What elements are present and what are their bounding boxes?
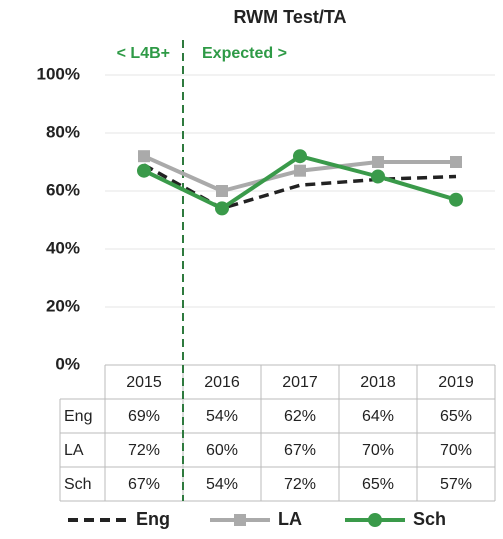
y-tick-label: 80%: [46, 122, 80, 141]
marker: [372, 156, 384, 168]
marker: [215, 201, 229, 216]
marker: [294, 164, 306, 177]
x-tick-label: 2015: [126, 374, 162, 391]
marker: [449, 192, 463, 207]
marker: [450, 156, 462, 168]
y-tick-label: 100%: [37, 64, 80, 83]
annotation: Expected >: [202, 45, 287, 62]
series-line: [143, 154, 457, 211]
table-cell: 54%: [206, 476, 238, 493]
y-tick-label: 20%: [46, 296, 80, 315]
table-cell: 60%: [206, 442, 238, 459]
table-cell: 57%: [440, 476, 472, 493]
x-tick-label: 2019: [438, 374, 474, 391]
table-cell: 62%: [284, 408, 316, 425]
x-tick-label: 2017: [282, 374, 318, 391]
marker: [293, 149, 307, 164]
table-cell: 67%: [128, 476, 160, 493]
marker: [216, 185, 228, 197]
legend-label: Sch: [413, 509, 446, 529]
marker: [371, 169, 385, 184]
table-row-label: Sch: [64, 476, 92, 493]
x-tick-label: 2016: [204, 374, 240, 391]
table-cell: 72%: [284, 476, 316, 493]
chart-title: RWM Test/TA: [234, 7, 347, 27]
table-cell: 70%: [362, 442, 394, 459]
legend-marker: [234, 514, 246, 526]
table-cell: 72%: [128, 442, 160, 459]
table-cell: 70%: [440, 442, 472, 459]
table-cell: 67%: [284, 442, 316, 459]
legend-label: LA: [278, 509, 302, 529]
table-cell: 54%: [206, 408, 238, 425]
marker: [138, 150, 150, 163]
table-cell: 69%: [128, 408, 160, 425]
table-cell: 64%: [362, 408, 394, 425]
marker: [137, 163, 151, 178]
y-tick-label: 40%: [46, 238, 80, 257]
x-tick-label: 2018: [360, 374, 396, 391]
table-row-label: LA: [64, 442, 84, 459]
annotation: < L4B+: [117, 45, 170, 62]
table-cell: 65%: [362, 476, 394, 493]
legend-marker: [368, 513, 382, 527]
table-cell: 65%: [440, 408, 472, 425]
series-line: [143, 163, 457, 211]
y-tick-label: 0%: [55, 354, 80, 373]
y-tick-label: 60%: [46, 180, 80, 199]
legend-label: Eng: [136, 509, 170, 529]
table-row-label: Eng: [64, 408, 92, 425]
